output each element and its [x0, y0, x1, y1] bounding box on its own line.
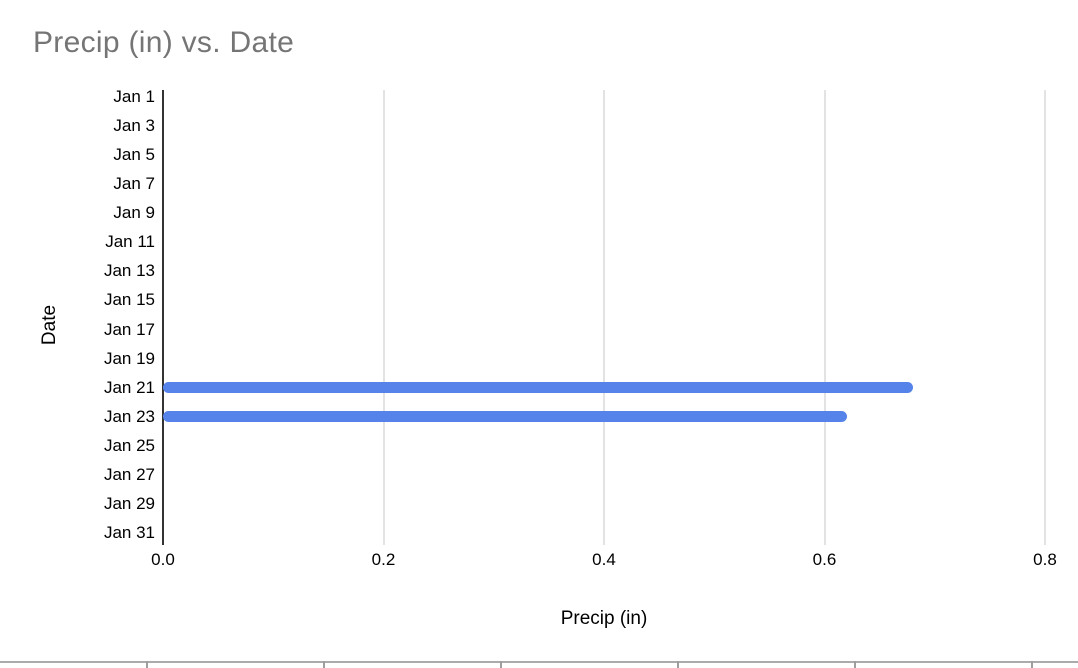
- x-gridline: [382, 90, 385, 545]
- spreadsheet-column-border: [323, 661, 325, 668]
- y-tick-label: Jan 5: [113, 145, 155, 165]
- x-tick-label: 0.8: [1033, 550, 1057, 569]
- y-tick-label: Jan 11: [105, 232, 155, 252]
- y-tick-label: Jan 13: [103, 261, 155, 281]
- x-axis-title: Precip (in): [560, 608, 648, 629]
- spreadsheet-column-border: [854, 661, 856, 668]
- y-tick-label: Jan 19: [103, 348, 155, 368]
- x-gridline: [1044, 90, 1046, 545]
- y-tick-label: Jan 21: [103, 377, 155, 397]
- spreadsheet-row-border: [0, 661, 1078, 663]
- y-tick-label: Jan 1: [113, 87, 155, 106]
- y-tick-label: Jan 29: [103, 493, 155, 513]
- chart-title: Precip (in) vs. Date: [33, 26, 295, 59]
- x-gridline: [823, 90, 826, 545]
- bar-jan-21[interactable]: [163, 382, 913, 394]
- y-tick-label: Jan 17: [103, 319, 155, 339]
- y-tick-label: Jan 7: [113, 174, 155, 194]
- y-tick-label: Jan 23: [103, 406, 155, 426]
- spreadsheet-column-border: [146, 661, 148, 668]
- y-tick-label: Jan 31: [103, 522, 155, 542]
- y-tick-label: Jan 15: [103, 290, 155, 310]
- y-tick-label: Jan 9: [113, 203, 155, 223]
- y-tick-label: Jan 27: [103, 464, 155, 484]
- y-tick-label: Jan 25: [103, 435, 155, 455]
- y-axis-line: [162, 90, 164, 545]
- spreadsheet-column-border: [677, 661, 679, 668]
- x-tick-label: 0.4: [592, 550, 616, 569]
- spreadsheet-column-border: [500, 661, 502, 668]
- spreadsheet-column-border: [1031, 661, 1033, 668]
- x-tick-label: 0.6: [812, 550, 837, 569]
- x-tick-label: 0.0: [151, 550, 175, 569]
- x-gridline: [603, 90, 605, 545]
- y-tick-label: Jan 3: [113, 116, 155, 136]
- bar-jan-23[interactable]: [163, 411, 847, 423]
- x-tick-label: 0.2: [371, 550, 396, 569]
